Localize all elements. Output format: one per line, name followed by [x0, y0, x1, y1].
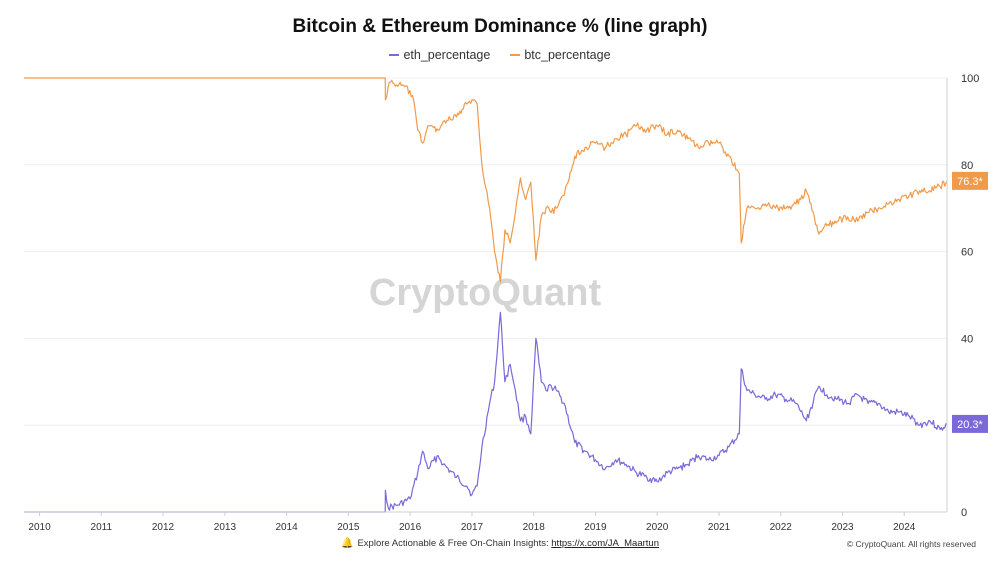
- x-tick-label-2017: 2017: [461, 522, 484, 533]
- y-tick-label-40: 40: [961, 333, 973, 345]
- footer-insight-text: Explore Actionable & Free On-Chain Insig…: [357, 538, 549, 549]
- chart-title: Bitcoin & Ethereum Dominance % (line gra…: [292, 16, 708, 37]
- x-tick-label-2014: 2014: [276, 522, 299, 533]
- bell-icon: 🔔: [341, 538, 354, 549]
- series-layer: [24, 77, 948, 513]
- x-tick-label-2010: 2010: [28, 522, 51, 533]
- x-tick-label-2016: 2016: [399, 522, 422, 533]
- last-value-label-eth_percentage: 20.3*: [957, 419, 983, 431]
- y-tick-label-0: 0: [961, 507, 967, 519]
- legend-item-eth[interactable]: eth_percentage: [389, 48, 490, 62]
- x-tick-label-2019: 2019: [584, 522, 607, 533]
- legend-swatch-eth: [389, 54, 400, 56]
- y-tick-label-80: 80: [961, 160, 973, 172]
- legend-swatch-btc: [510, 54, 521, 56]
- axis-layer: 0 40 60 80 100 2010 2011 2012 2013 2014 2015 2016 20…: [24, 73, 988, 533]
- y-tick-label-60: 60: [961, 247, 973, 259]
- footer-copyright: © CryptoQuant. All rights reserved: [846, 539, 976, 549]
- last-value-badge-btc_percentage: [952, 171, 988, 190]
- legend-item-btc[interactable]: btc_percentage: [510, 48, 611, 62]
- legend-label-eth: eth_percentage: [403, 48, 491, 62]
- x-tick-label-2011: 2011: [91, 522, 113, 533]
- x-tick-label-2013: 2013: [214, 522, 237, 533]
- x-tick-label-2024: 2024: [893, 522, 916, 533]
- last-value-label-btc_percentage: 76.3*: [957, 176, 983, 188]
- footer-link[interactable]: https://x.com/JA_Maartun: [551, 538, 659, 549]
- last-value-badge-eth_percentage: [952, 414, 988, 433]
- x-tick-label-2018: 2018: [523, 522, 546, 533]
- footer-insight: 🔔 Explore Actionable & Free On-Chain Insi…: [0, 538, 1000, 549]
- x-tick-label-2023: 2023: [831, 522, 854, 533]
- x-tick-label-2012: 2012: [152, 522, 175, 533]
- legend: eth_percentage btc_percentage: [0, 48, 1000, 62]
- x-tick-label-2015: 2015: [337, 522, 360, 533]
- watermark: CryptoQuant: [369, 272, 602, 314]
- x-tick-label-2020: 2020: [646, 522, 669, 533]
- x-tick-label-2022: 2022: [770, 522, 793, 533]
- series-line-eth_percentage: [24, 311, 947, 513]
- y-tick-label-100: 100: [961, 73, 979, 85]
- series-line-btc_percentage: [24, 77, 948, 283]
- x-tick-label-2021: 2021: [708, 522, 731, 533]
- legend-label-btc: btc_percentage: [524, 48, 611, 62]
